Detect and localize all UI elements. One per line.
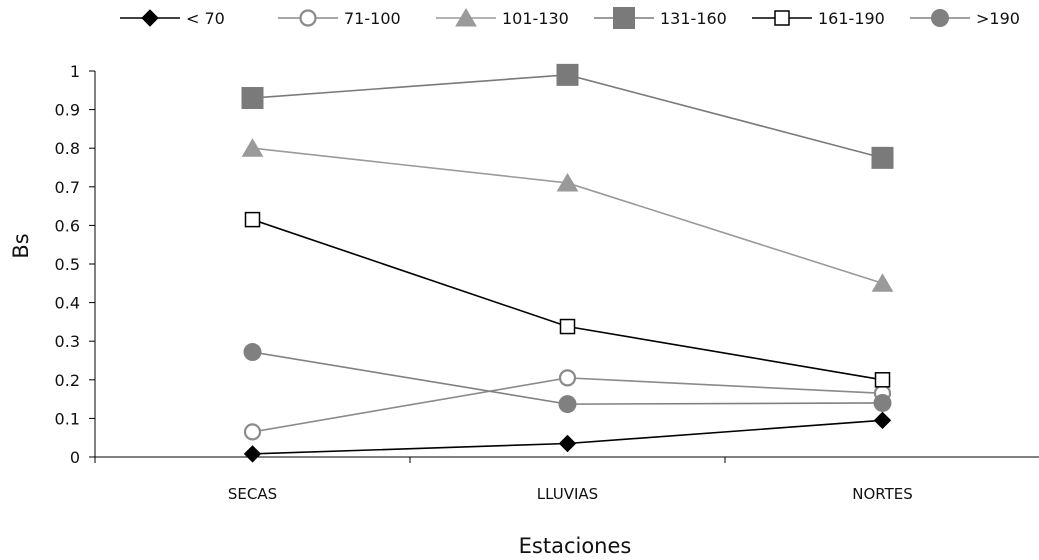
y-tick-label: 0.9 (55, 101, 80, 120)
legend-item: 161-190 (752, 9, 885, 28)
series-4 (244, 211, 891, 388)
series-line (252, 147, 883, 285)
legend-marker (613, 7, 635, 29)
x-category-label: NORTES (852, 485, 913, 503)
y-tick-label: 0.7 (55, 178, 80, 197)
y-tick-label: 0.1 (55, 409, 80, 428)
y-tick-label: 1 (70, 62, 80, 81)
legend-marker (774, 10, 790, 26)
data-point (558, 369, 577, 387)
legend-marker (141, 9, 159, 27)
data-point (873, 393, 892, 412)
series-0 (243, 411, 892, 463)
series-3 (241, 63, 894, 169)
x-axis: SECAS LLUVIAS NORTES (94, 456, 1039, 503)
data-point (874, 372, 891, 388)
y-axis: 0 0.1 0.2 0.3 0.4 0.5 0.6 0.7 0.8 0.9 1 (55, 62, 96, 467)
data-point (556, 172, 579, 192)
data-point (871, 273, 894, 292)
y-tick-label: 0 (70, 448, 80, 467)
legend-label: 71-100 (344, 9, 401, 28)
series-layer (241, 63, 894, 463)
legend-item: 131-160 (594, 7, 727, 29)
data-point (558, 395, 577, 414)
legend-item: < 70 (120, 9, 225, 28)
y-axis-title: Bs (9, 233, 33, 258)
data-point (243, 343, 262, 362)
legend-marker (299, 9, 317, 27)
series-2 (241, 138, 894, 292)
y-tick-label: 0.4 (55, 294, 80, 313)
data-point (558, 434, 577, 453)
data-point (559, 318, 576, 335)
data-point (243, 445, 262, 463)
legend-item: >190 (910, 9, 1020, 28)
x-category-label: LLUVIAS (537, 485, 598, 503)
x-axis-title: Estaciones (519, 534, 632, 558)
legend-label: 131-160 (660, 9, 727, 28)
legend-marker (931, 9, 949, 27)
series-line (252, 74, 883, 159)
y-tick-label: 0.3 (55, 332, 80, 351)
legend-label: < 70 (186, 9, 225, 28)
series-line (252, 218, 883, 381)
legend-item: 71-100 (278, 9, 401, 28)
series-5 (243, 343, 892, 414)
y-tick-label: 0.8 (55, 139, 80, 158)
y-tick-label: 0.6 (55, 216, 80, 235)
data-point (873, 411, 892, 430)
legend: < 70 71-100 101-130 131-160 161-190 >190 (120, 7, 1020, 29)
legend-label: >190 (976, 9, 1020, 28)
y-tick-label: 0.5 (55, 255, 80, 274)
legend-marker (455, 8, 477, 27)
data-point (871, 146, 894, 169)
data-point (241, 87, 264, 110)
legend-item: 101-130 (436, 8, 569, 28)
legend-label: 101-130 (502, 9, 569, 28)
legend-label: 161-190 (818, 9, 885, 28)
data-point (241, 138, 264, 157)
y-tick-label: 0.2 (55, 371, 80, 390)
x-category-label: SECAS (228, 485, 277, 503)
data-point (244, 211, 261, 228)
data-point (243, 423, 262, 441)
data-point (556, 63, 579, 86)
